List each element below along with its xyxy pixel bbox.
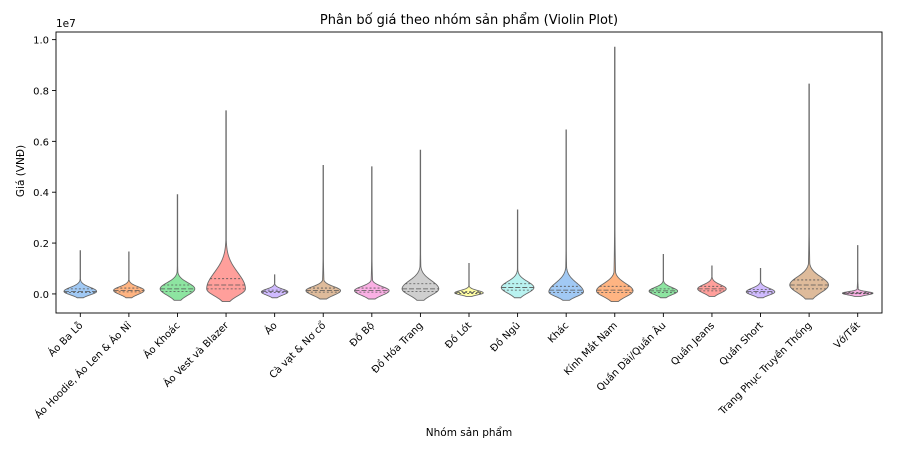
violin-16 [841,245,874,297]
x-tick-label: Quần Short [717,320,766,369]
y-tick-label: 0.2 [33,239,49,250]
x-tick-label: Đồ Bộ [347,320,377,350]
violin-body [159,194,196,301]
violin-12 [648,254,679,299]
violin-body [305,165,342,300]
x-tick-label: Trang Phục Truyền Thống [716,320,814,418]
violin-body [454,262,484,297]
violin-8 [454,262,484,297]
violin-body [841,245,874,297]
x-tick-label: Đồ Ngủ [488,320,523,355]
x-tick-label: Áo Ba Lỗ [45,319,85,359]
violin-body [595,46,634,303]
violin-7 [401,149,440,301]
violin-body [745,268,776,299]
chart-title: Phân bố giá theo nhóm sản phẩm (Violin P… [320,13,618,28]
violin-1 [113,251,145,299]
violin-body [697,265,727,297]
violin-10 [548,129,584,301]
violin-body [401,149,440,301]
y-tick-label: 0.4 [33,188,49,199]
x-tick-label: Đồ Hóa Trang [369,320,425,376]
violin-15 [789,83,829,300]
violin-body [500,209,535,299]
x-tick-label: Áo Khoác [140,319,182,361]
x-tick-label: Áo Hoodie, Áo Len & Áo Nỉ [32,319,134,421]
violin-body [206,110,246,303]
plot-frame [55,31,883,314]
x-tick-label: Áo [262,319,280,337]
violin-0 [63,250,98,299]
violin-9 [500,209,535,299]
violin-6 [354,166,390,300]
y-axis-ticks: 0.0 0.2 0.4 0.6 0.8 1.0 [33,36,56,301]
violin-5 [305,165,342,300]
violin-body [548,129,584,301]
y-axis-label: Giá (VNĐ) [15,145,27,197]
x-tick-label: Vớ/Tất [831,320,863,352]
violin-2 [159,194,196,301]
violin-4 [260,274,289,299]
x-tick-label: Khác [545,320,571,346]
violin-body [63,250,98,299]
violin-body [354,166,390,300]
violin-14 [745,268,776,299]
violin-3 [206,110,246,303]
violin-body [260,274,289,299]
y-tick-label: 0.6 [33,137,49,148]
x-tick-label: Quần Jeans [669,320,718,369]
y-scale-label: 1e7 [56,18,76,30]
x-tick-label: Đồ Lót [443,320,475,352]
violin-group [63,46,874,303]
y-tick-label: 0.8 [33,86,49,97]
violin-body [789,83,829,300]
violin-body [113,251,145,299]
violin-11 [595,46,634,303]
violin-13 [697,265,727,297]
violin-body [648,254,679,299]
y-tick-label: 1.0 [33,36,49,47]
x-axis-label: Nhóm sản phẩm [426,426,512,439]
y-tick-label: 0.0 [33,290,49,301]
